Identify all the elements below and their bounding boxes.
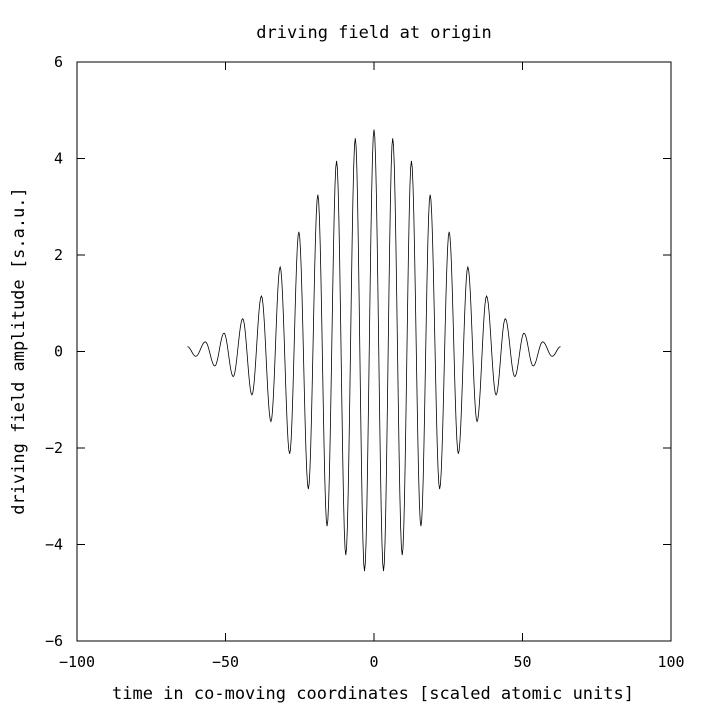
- y-axis-label: driving field amplitude [s.a.u.]: [9, 187, 29, 515]
- x-tick-labels: −100 −50 0 50 100: [59, 653, 685, 671]
- axis-ticks: [76, 61, 672, 642]
- x-tick-label: 0: [369, 653, 378, 671]
- y-tick-label: −2: [45, 439, 63, 457]
- y-tick-labels: −6 −4 −2 0 2 4 6: [45, 53, 63, 650]
- y-tick-label: 0: [54, 343, 63, 361]
- x-tick-label: 50: [513, 653, 531, 671]
- y-tick-label: −6: [45, 632, 63, 650]
- series-line: [187, 129, 561, 572]
- x-tick-label: −100: [59, 653, 95, 671]
- y-tick-label: 4: [54, 150, 63, 168]
- y-tick-label: 6: [54, 53, 63, 71]
- y-tick-label: 2: [54, 246, 63, 264]
- x-tick-label: 100: [657, 653, 684, 671]
- x-tick-label: −50: [212, 653, 239, 671]
- x-axis-label: time in co-moving coordinates [scaled at…: [112, 684, 634, 704]
- y-tick-label: −4: [45, 536, 63, 554]
- chart-title: driving field at origin: [256, 23, 491, 43]
- plot-frame: [76, 61, 672, 642]
